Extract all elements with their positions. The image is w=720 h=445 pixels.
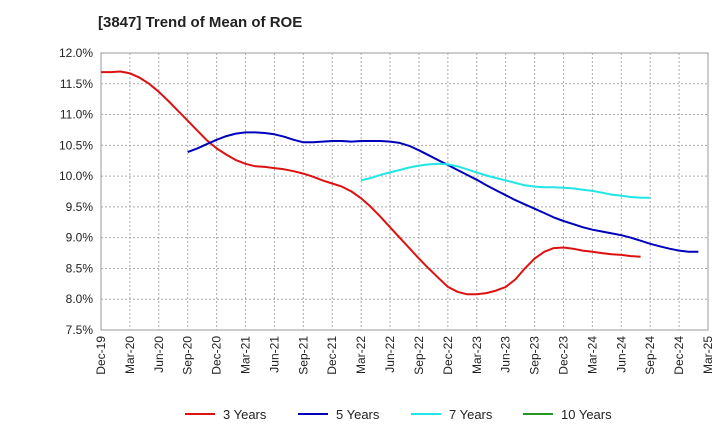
x-tick-label: Sep-21 (296, 336, 310, 375)
x-tick-label: Dec-20 (210, 336, 224, 375)
x-tick-label: Jun-21 (267, 336, 281, 373)
y-tick-label: 9.0% (66, 231, 94, 245)
legend-label-7-years: 7 Years (449, 407, 493, 422)
y-tick-label: 8.0% (66, 292, 94, 306)
x-tick-label: Sep-24 (643, 336, 657, 375)
x-tick-label: Mar-21 (239, 336, 253, 374)
y-tick-label: 7.5% (66, 323, 94, 337)
series-line-5-years (187, 131, 699, 253)
chart-title: [3847] Trend of Mean of ROE (98, 14, 303, 31)
y-tick-label: 8.5% (66, 261, 94, 275)
y-tick-label: 11.5% (60, 77, 93, 91)
x-tick-label: Dec-23 (556, 336, 570, 375)
y-tick-label: 10.0% (59, 169, 93, 183)
x-tick-label: Sep-20 (181, 336, 195, 375)
x-tick-label: Mar-23 (470, 336, 484, 374)
x-tick-label: Jun-23 (499, 336, 513, 373)
x-tick-label: Sep-23 (528, 336, 542, 375)
x-tick-label: Sep-22 (412, 336, 426, 375)
y-tick-label: 12.0% (59, 46, 93, 60)
grid-layer (100, 52, 709, 331)
y-tick-label: 11.0% (60, 108, 93, 122)
x-tick-label: Mar-20 (123, 336, 137, 374)
series-line-3-years (101, 70, 641, 296)
series-line-7-years (360, 162, 651, 199)
series-layer (101, 70, 699, 296)
x-tick-label: Mar-25 (701, 336, 715, 374)
plot-area (100, 52, 709, 331)
x-tick-label: Mar-24 (585, 336, 599, 374)
x-tick-label: Dec-21 (325, 336, 339, 375)
legend-label-10-years: 10 Years (561, 407, 612, 422)
x-tick-label: Dec-19 (94, 336, 108, 375)
x-tick-label: Jun-22 (383, 336, 397, 373)
x-tick-label: Mar-22 (354, 336, 368, 374)
x-tick-label: Dec-22 (441, 336, 455, 375)
x-tick-label: Jun-20 (152, 336, 166, 373)
y-tick-label: 10.5% (59, 138, 93, 152)
y-tick-label: 9.5% (66, 200, 94, 214)
legend-label-3-years: 3 Years (223, 407, 267, 422)
legend-label-5-years: 5 Years (336, 407, 380, 422)
axis-layer: 7.5% 8.0% 8.5% 9.0% 9.5% 10.0% 10.5% 11.0% 11.5%… (59, 46, 715, 375)
legend: 3 Years 5 Years 7 Years 10 Years (185, 407, 612, 422)
x-tick-label: Jun-24 (614, 336, 628, 373)
x-tick-label: Dec-24 (672, 336, 686, 375)
